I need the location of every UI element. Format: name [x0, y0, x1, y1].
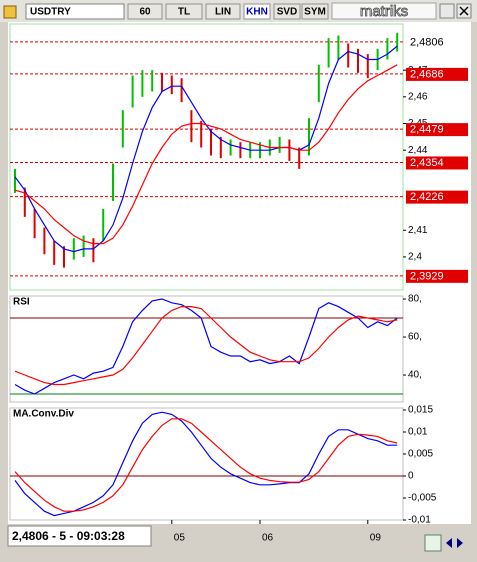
level-label: 2,4226	[410, 191, 444, 203]
panel-title: MA.Conv.Div	[13, 409, 74, 420]
x-tick-label: 06	[262, 533, 274, 544]
level-label: 2,3929	[410, 270, 444, 282]
series-line	[14, 298, 398, 395]
toolbar-button-label: TL	[178, 7, 190, 18]
panel-title: RSI	[13, 297, 30, 308]
rsi-panel-border	[9, 295, 404, 403]
toolbar-button[interactable]	[301, 3, 329, 20]
toolbar-button[interactable]	[127, 3, 163, 20]
series-line	[14, 306, 398, 386]
toolbar-button-label: 60	[139, 7, 151, 18]
toolbar-button[interactable]	[273, 3, 301, 20]
level-badge	[406, 123, 468, 137]
scroll-right[interactable]	[457, 538, 463, 548]
series-line	[14, 411, 398, 517]
y-tick-label: 2,44	[408, 145, 428, 156]
logo: matriks	[360, 3, 408, 20]
level-label: 2,4354	[410, 157, 444, 169]
y-tick-label: -0,01	[408, 515, 431, 526]
toolbar-button-label: LIN	[215, 7, 231, 18]
toolbar-button[interactable]	[205, 3, 241, 20]
y-tick-label: 2,46	[408, 91, 428, 102]
toolbar-button[interactable]	[165, 3, 203, 20]
x-tick-label: 05	[174, 533, 186, 544]
level-badge	[406, 190, 468, 204]
level-label: 2,4686	[410, 68, 444, 80]
series-line	[14, 64, 398, 245]
y-tick-label: 0,005	[408, 449, 433, 460]
symbol: USDTRY	[30, 7, 71, 18]
y-tick-label: 0,015	[408, 405, 433, 416]
status-box	[7, 525, 152, 547]
level-badge	[406, 67, 468, 81]
level-badge	[406, 269, 468, 283]
y-tick-label: 60,	[408, 332, 422, 343]
symbol-box[interactable]	[25, 3, 125, 20]
toolbar-button[interactable]	[243, 3, 271, 20]
level-badge	[406, 156, 468, 170]
refresh-button[interactable]	[424, 534, 442, 552]
y-tick-label: 0,01	[408, 427, 428, 438]
y-tick-label: 0	[408, 471, 414, 482]
y-tick-label: -0,005	[408, 493, 437, 504]
toolbar-button-label: SVD	[277, 7, 298, 18]
level-badge	[406, 35, 468, 49]
price-panel-border	[9, 23, 404, 291]
y-tick-label: 40,	[408, 370, 422, 381]
plot-background	[8, 22, 471, 524]
toolbar-button-label: SYM	[304, 7, 326, 18]
level-label: 2,4806	[410, 36, 444, 48]
level-label: 2,4479	[410, 124, 444, 136]
x-tick-label: 09	[370, 533, 382, 544]
close-icon	[459, 6, 469, 16]
series-line	[14, 418, 398, 512]
macd-panel-border	[9, 407, 404, 521]
toolbar-icon[interactable]	[3, 5, 17, 19]
logo-box	[331, 2, 437, 20]
y-tick-label: 2,4	[408, 252, 422, 263]
scroll-left[interactable]	[446, 538, 452, 548]
toolbar-button-label: KHN	[246, 7, 268, 18]
menu-button[interactable]	[439, 3, 455, 19]
y-tick-label: 2,41	[408, 225, 428, 236]
status-text: 2,4806 - 5 - 09:03:28	[12, 529, 125, 543]
y-tick-label: 80,	[408, 294, 422, 305]
